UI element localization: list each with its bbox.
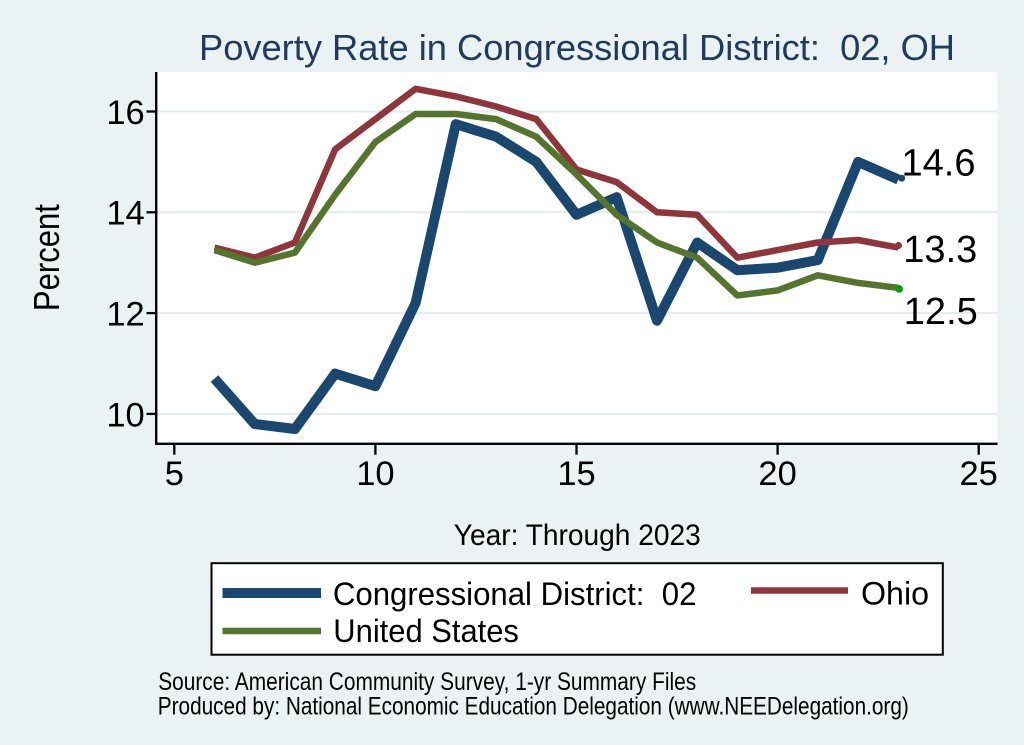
svg-text:Congressional District: 02: Congressional District: 02 (333, 576, 697, 612)
svg-text:Poverty Rate in Congressional: Poverty Rate in Congressional District: … (199, 27, 955, 68)
svg-text:Source: American Community Sur: Source: American Community Survey, 1-yr … (158, 668, 696, 696)
svg-text:Produced by: National Economic: Produced by: National Economic Education… (158, 692, 909, 720)
svg-text:12: 12 (106, 296, 144, 334)
svg-text:12.5: 12.5 (904, 291, 978, 333)
svg-text:13.3: 13.3 (903, 229, 977, 271)
svg-text:Year: Through 2023: Year: Through 2023 (454, 519, 701, 552)
svg-text:15: 15 (557, 455, 595, 493)
svg-text:14.6: 14.6 (902, 143, 976, 185)
svg-text:United States: United States (333, 613, 519, 649)
svg-text:25: 25 (960, 455, 998, 493)
svg-text:10: 10 (356, 455, 394, 493)
svg-text:16: 16 (106, 94, 144, 132)
svg-text:Percent: Percent (26, 204, 67, 311)
svg-text:5: 5 (165, 455, 184, 493)
svg-text:20: 20 (758, 455, 796, 493)
svg-text:14: 14 (106, 195, 144, 233)
svg-text:Ohio: Ohio (861, 576, 929, 612)
svg-text:10: 10 (106, 396, 144, 434)
